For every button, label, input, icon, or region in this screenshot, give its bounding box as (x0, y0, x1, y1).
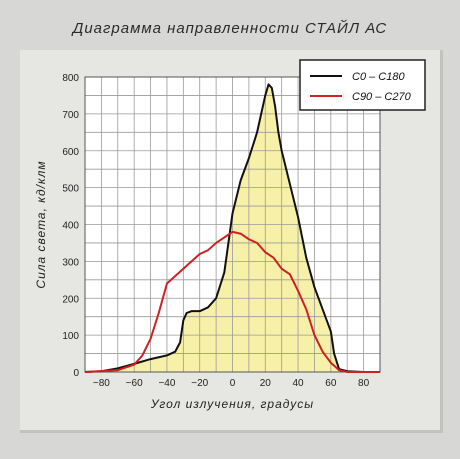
y-tick-label: 500 (62, 184, 79, 195)
x-tick-label: −60 (126, 378, 143, 389)
chart-title: Диаграмма направленности СТАЙЛ АС (72, 20, 388, 37)
legend-box (299, 59, 426, 111)
y-axis-title: Сила света, кд/клм (34, 160, 48, 288)
series-line-c0-c180 (84, 83, 380, 373)
plot-border (84, 76, 381, 373)
x-axis-title: Угол излучения, градусы (150, 397, 314, 411)
chart-panel: −80 −60 −40 −20 0 20 40 60 80 0 100 200 300 400 500 600… (20, 50, 443, 433)
y-tick-label: 100 (62, 331, 79, 342)
x-tick-label: 0 (230, 378, 236, 389)
legend-label: C90 – C270 (352, 91, 412, 103)
x-tick-label: −40 (158, 378, 175, 389)
x-tick-label: 60 (325, 378, 337, 389)
y-tick-label: 600 (62, 147, 79, 158)
x-tick-label: 20 (260, 378, 272, 389)
x-tick-label: −80 (93, 378, 110, 389)
y-tick-label: 300 (62, 257, 79, 268)
y-tick-label: 0 (73, 368, 79, 379)
x-tick-label: −20 (191, 378, 208, 389)
y-tick-label: 700 (62, 110, 79, 121)
x-tick-label: 80 (358, 378, 370, 389)
y-tick-label: 200 (62, 294, 79, 305)
series-line-c90-c270 (84, 230, 380, 373)
chart-svg: −80 −60 −40 −20 0 20 40 60 800100200300400500600… (34, 59, 426, 411)
legend: C0 – C180 C90 – C270 (299, 59, 426, 111)
legend-label: C0 – C180 (352, 71, 405, 83)
y-tick-label: 800 (62, 73, 79, 84)
x-tick-label: 40 (292, 378, 304, 389)
y-tick-label: 400 (62, 221, 79, 232)
